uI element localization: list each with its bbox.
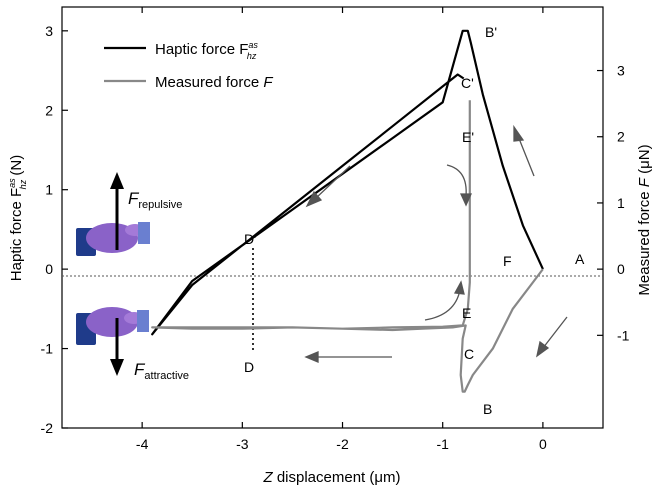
- point-label-b-prime: B': [485, 24, 497, 40]
- right-y-tick-label: 0: [617, 261, 625, 277]
- left-y-tick-label: 1: [45, 182, 53, 198]
- point-label-d-prime: D': [244, 231, 257, 247]
- x-tick-label: -3: [236, 436, 249, 452]
- repulsive-force-label: Frepulsive: [128, 189, 182, 211]
- point-label-b: B: [483, 401, 492, 417]
- stylus-tip-lower: [137, 310, 149, 332]
- attractive-arrow-head-icon: [110, 359, 124, 376]
- haptic-force-series-line: [151, 29, 544, 336]
- stylus-tip-upper: [138, 222, 150, 244]
- point-labels: A B B' C C' D D' E E' F: [244, 24, 585, 417]
- arrow-down-left-lower-icon: [536, 316, 568, 358]
- plot-frame: [61, 6, 604, 429]
- left-y-tick-label: -1: [41, 341, 54, 357]
- x-axis-ticks: -4 -3 -2 -1 0: [136, 7, 547, 452]
- glove-hand-lower: [86, 307, 138, 337]
- right-y-tick-label: 3: [617, 63, 625, 79]
- measured-force-series-line: [151, 100, 544, 393]
- left-y-axis-ticks: -2 -1 0 1 2 3: [41, 23, 68, 436]
- point-label-e-prime: E': [462, 129, 474, 145]
- right-y-tick-label: 2: [617, 129, 625, 145]
- point-label-e: E: [462, 305, 471, 321]
- arrow-curve-down-icon: [446, 164, 473, 207]
- legend: Haptic force Fas hz Measured force F: [104, 40, 273, 91]
- x-axis-label: Z displacement (μm): [262, 469, 400, 486]
- attractive-hand-illustration: Fattractive: [76, 307, 189, 382]
- x-tick-label: -1: [436, 436, 449, 452]
- attractive-force-label: Fattractive: [134, 360, 189, 382]
- left-y-tick-label: -2: [41, 420, 54, 436]
- left-y-tick-label: 3: [45, 23, 53, 39]
- arrow-down-left-upper-icon: [305, 165, 351, 208]
- right-y-tick-label: 1: [617, 195, 625, 211]
- legend-haptic-label: Haptic force Fas hz: [155, 40, 258, 61]
- arrow-curve-up-icon: [424, 280, 465, 321]
- left-y-tick-label: 0: [45, 261, 53, 277]
- point-label-f: F: [503, 253, 512, 269]
- series-layer: [151, 29, 544, 393]
- x-tick-label: -4: [136, 436, 149, 452]
- x-tick-label: -2: [336, 436, 349, 452]
- direction-arrows: [304, 124, 568, 363]
- point-label-a: A: [575, 251, 585, 267]
- right-y-tick-label: -1: [617, 327, 630, 343]
- glove-hand-upper: [86, 223, 138, 253]
- point-label-c-prime: C': [461, 75, 474, 91]
- right-y-axis-ticks: -1 0 1 2 3: [597, 63, 630, 343]
- point-label-d: D: [244, 359, 254, 375]
- left-y-tick-label: 2: [45, 102, 53, 118]
- x-tick-label: 0: [539, 436, 547, 452]
- legend-measured-label: Measured force F: [155, 74, 273, 91]
- arrow-left-icon: [304, 351, 392, 363]
- right-y-axis-label: Measured force F (μN): [636, 144, 653, 295]
- repulsive-hand-illustration: Frepulsive: [76, 172, 182, 256]
- point-label-c: C: [464, 346, 474, 362]
- arrow-up-right-icon: [513, 124, 535, 177]
- left-y-axis-label: Haptic force Fashz (N): [7, 155, 28, 281]
- repulsive-arrow-head-icon: [110, 172, 124, 189]
